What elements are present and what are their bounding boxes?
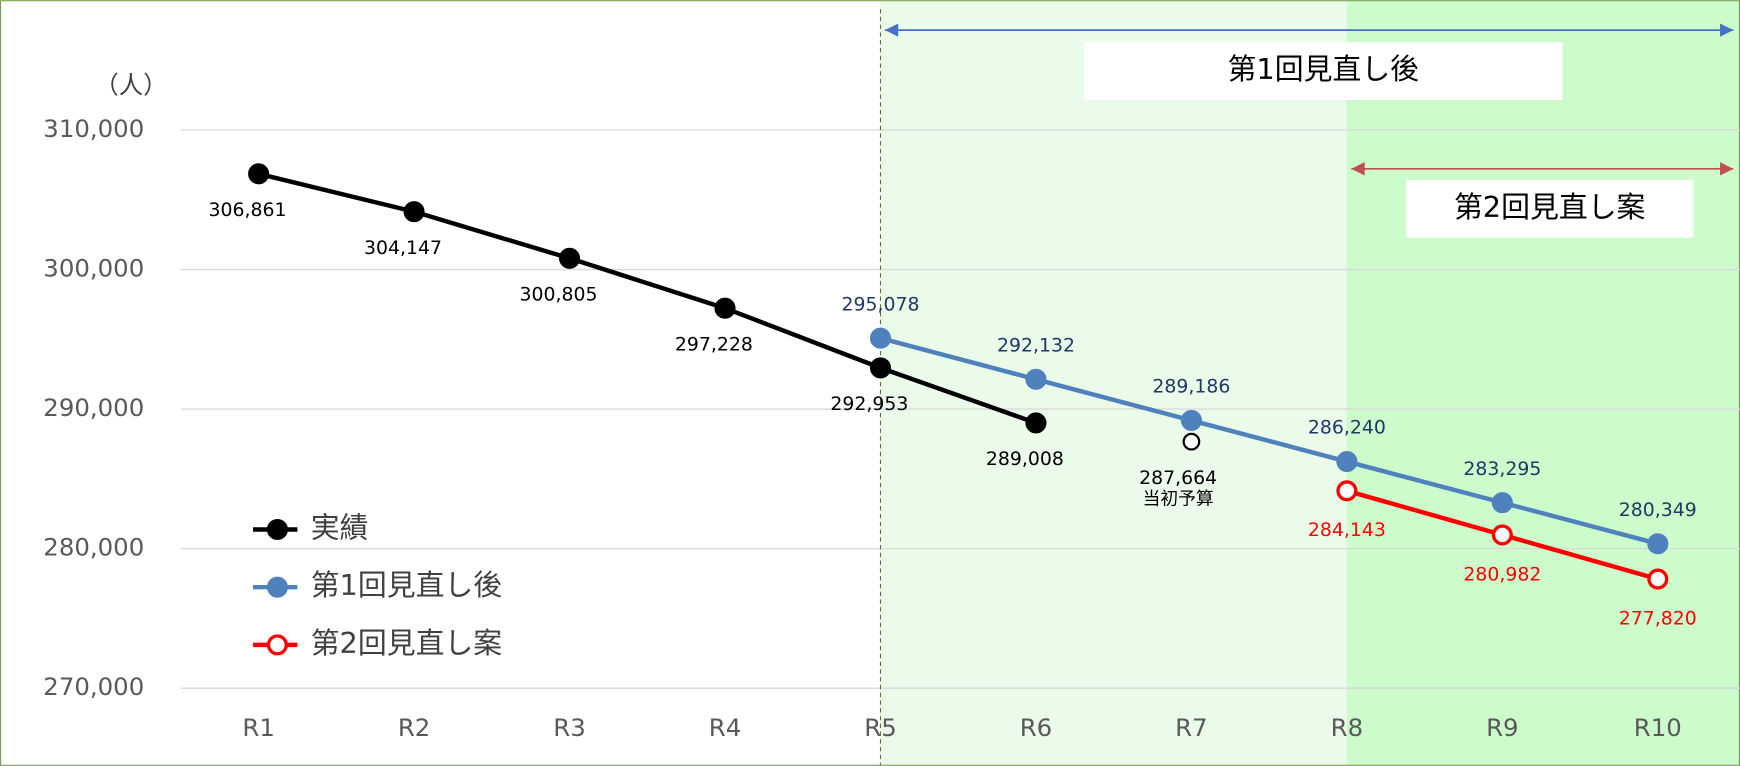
region-label-box xyxy=(1084,42,1563,101)
region-label: 第1回見直し後 xyxy=(1228,52,1420,86)
y-axis-unit: （人） xyxy=(94,71,167,100)
data-label: 280,349 xyxy=(1619,499,1697,521)
region-label-box xyxy=(1405,179,1694,238)
arrow-head xyxy=(1720,23,1734,37)
x-tick-label: R9 xyxy=(1486,713,1519,742)
data-label: 306,861 xyxy=(209,199,287,221)
data-label: 292,132 xyxy=(997,335,1075,357)
series-line xyxy=(258,171,1037,426)
annotation-point xyxy=(1182,432,1201,451)
point xyxy=(1647,568,1669,590)
y-tick-label: 310,000 xyxy=(43,114,144,143)
point xyxy=(1025,368,1047,390)
x-tick-label: R8 xyxy=(1331,713,1364,742)
region-shade xyxy=(1346,1,1740,765)
point xyxy=(1491,524,1513,546)
point xyxy=(714,297,736,319)
point xyxy=(869,357,892,379)
data-label: 289,008 xyxy=(986,448,1064,470)
data-label: 289,186 xyxy=(1152,376,1230,398)
point xyxy=(248,163,270,185)
arrow-head xyxy=(1720,162,1734,176)
y-tick-label: 280,000 xyxy=(43,533,144,562)
data-label: 300,805 xyxy=(519,283,597,305)
data-label: 304,147 xyxy=(364,237,442,259)
point xyxy=(869,327,892,349)
point xyxy=(1336,451,1358,473)
point xyxy=(559,247,581,269)
x-tick-label: R3 xyxy=(553,713,586,742)
point xyxy=(1647,533,1669,555)
data-label: 283,295 xyxy=(1463,458,1541,480)
data-label: 295,078 xyxy=(841,293,919,315)
legend-marker xyxy=(266,576,288,598)
y-tick-label: 270,000 xyxy=(43,672,144,701)
point xyxy=(1336,480,1358,502)
data-label: 284,143 xyxy=(1308,519,1386,541)
region-label: 第2回見直し案 xyxy=(1454,190,1646,224)
data-label: 280,982 xyxy=(1463,563,1541,585)
annotation-text: 当初予算 xyxy=(1143,488,1214,509)
legend-marker xyxy=(266,634,288,656)
x-tick-label: R1 xyxy=(242,713,275,742)
legend-label: 実績 xyxy=(311,510,369,544)
data-label: 292,953 xyxy=(830,393,908,415)
legend-label: 第1回見直し後 xyxy=(311,568,503,602)
legend-label: 第2回見直し案 xyxy=(311,626,503,660)
point xyxy=(1180,409,1202,431)
x-tick-label: R4 xyxy=(709,713,742,742)
series-line xyxy=(879,336,1659,546)
legend-marker xyxy=(266,518,288,541)
point xyxy=(403,201,425,223)
annotation-value: 287,664 xyxy=(1139,467,1217,489)
point xyxy=(1025,412,1047,434)
x-tick-label: R2 xyxy=(398,713,431,742)
y-tick-label: 290,000 xyxy=(43,393,144,422)
arrow-head xyxy=(884,23,899,37)
arrow-head xyxy=(1351,162,1365,176)
data-label: 297,228 xyxy=(675,333,753,355)
point xyxy=(1491,492,1513,514)
x-tick-label: R10 xyxy=(1634,713,1682,742)
y-tick-label: 300,000 xyxy=(43,254,144,283)
x-tick-label: R7 xyxy=(1175,713,1208,742)
data-label: 286,240 xyxy=(1308,417,1386,439)
x-tick-label: R6 xyxy=(1020,713,1053,742)
data-label: 277,820 xyxy=(1619,607,1697,629)
x-tick-label: R5 xyxy=(864,713,897,742)
